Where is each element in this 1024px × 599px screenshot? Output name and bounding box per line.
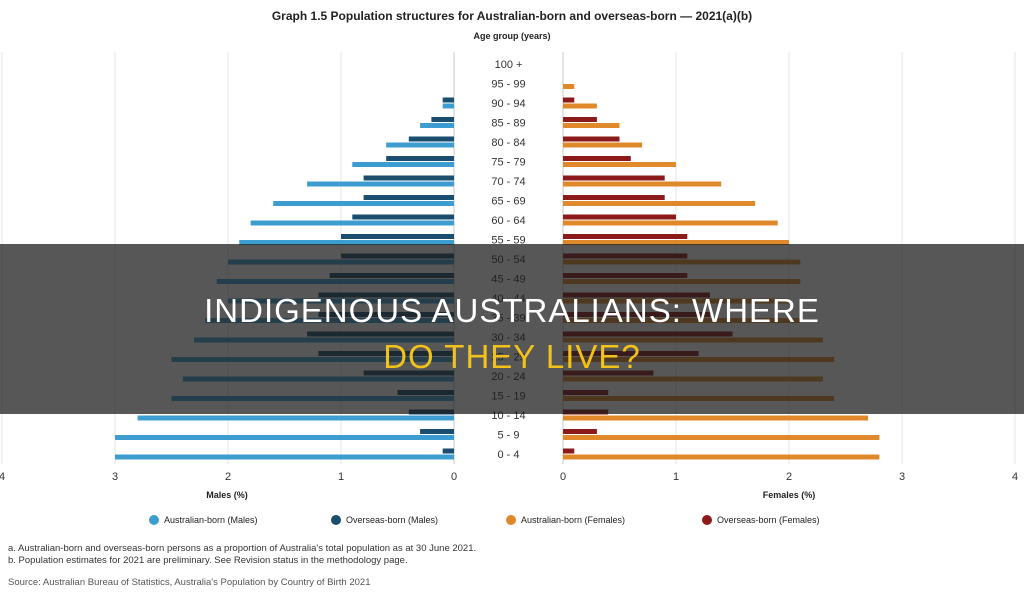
bar-overseas-born-females-0-4	[563, 448, 575, 454]
bar-australian-born-males-65-69	[273, 201, 454, 206]
legend-label-overseas-born-females: Overseas-born (Females)	[717, 515, 820, 525]
bar-overseas-born-females-70-74	[563, 175, 665, 181]
x-axis-ticks: 4 3 2 1 0 0 1 2 3 4	[0, 471, 1018, 483]
legend-label-australian-born-males: Australian-born (Males)	[164, 515, 258, 525]
bar-australian-born-females-60-64	[563, 220, 778, 226]
tick-left-3: 3	[112, 471, 118, 483]
bar-overseas-born-females-65-69	[563, 195, 665, 200]
bar-australian-born-females-10-14	[563, 415, 869, 421]
age-label-55-59: 55 - 59	[491, 235, 525, 247]
legend: Australian-born (Males) Overseas-born (Ma…	[149, 515, 820, 525]
bar-australian-born-males-5-9	[115, 435, 454, 440]
age-label-65-69: 65 - 69	[491, 196, 525, 208]
bar-overseas-born-males-70-74	[363, 175, 454, 181]
age-label-60-64: 60 - 64	[491, 215, 525, 227]
bar-australian-born-females-75-79	[563, 162, 676, 167]
bar-australian-born-females-70-74	[563, 181, 722, 187]
bar-overseas-born-females-75-79	[563, 156, 631, 161]
source-note: Source: Australian Bureau of Statistics,…	[8, 577, 371, 588]
tick-right-0: 0	[560, 471, 566, 483]
bar-australian-born-females-55-59	[563, 240, 789, 245]
bar-overseas-born-males-0-4	[442, 448, 454, 454]
tick-right-1: 1	[673, 471, 679, 483]
age-label-100: 100 +	[495, 59, 523, 71]
tick-left-4: 4	[0, 471, 5, 483]
bar-australian-born-females-80-84	[563, 142, 643, 148]
bar-overseas-born-females-55-59	[563, 234, 688, 239]
age-label-80-84: 80 - 84	[491, 137, 525, 149]
bar-australian-born-females-0-4	[563, 454, 880, 460]
bar-australian-born-females-65-69	[563, 201, 756, 206]
bar-australian-born-males-85-89	[420, 123, 454, 128]
females-axis-title: Females (%)	[763, 490, 816, 500]
title-banner	[0, 244, 1024, 414]
banner-title-line-1: INDIGENOUS AUSTRALIANS: WHERE	[204, 292, 820, 329]
bar-overseas-born-females-85-89	[563, 117, 597, 122]
age-label-85-89: 85 - 89	[491, 118, 525, 130]
bar-overseas-born-females-5-9	[563, 429, 597, 434]
footnote-b: b. Population estimates for 2021 are pre…	[8, 555, 408, 566]
bar-australian-born-males-10-14	[137, 415, 454, 421]
tick-left-2: 2	[225, 471, 231, 483]
footnote-a: a. Australian-born and overseas-born per…	[8, 543, 477, 554]
age-label-70-74: 70 - 74	[491, 176, 525, 188]
age-label-5-9: 5 - 9	[497, 430, 519, 442]
bar-australian-born-females-85-89	[563, 123, 620, 128]
bar-overseas-born-males-85-89	[431, 117, 454, 122]
banner-title-line-2: DO THEY LIVE?	[383, 338, 641, 375]
bar-overseas-born-males-80-84	[408, 136, 454, 142]
bar-australian-born-males-0-4	[115, 454, 454, 460]
age-label-0-4: 0 - 4	[497, 449, 519, 461]
age-label-90-94: 90 - 94	[491, 98, 525, 110]
bar-australian-born-females-90-94	[563, 103, 597, 109]
age-label-75-79: 75 - 79	[491, 157, 525, 169]
bar-australian-born-males-70-74	[307, 181, 454, 187]
tick-left-1: 1	[338, 471, 344, 483]
tick-right-2: 2	[786, 471, 792, 483]
bar-overseas-born-females-80-84	[563, 136, 620, 142]
bar-overseas-born-males-65-69	[363, 195, 454, 200]
bar-overseas-born-males-90-94	[442, 97, 454, 103]
bar-australian-born-females-5-9	[563, 435, 880, 440]
legend-swatch-australian-born-females	[506, 515, 516, 525]
legend-swatch-australian-born-males	[149, 515, 159, 525]
bar-australian-born-males-60-64	[250, 220, 454, 226]
bar-australian-born-females-95-99	[563, 84, 575, 89]
age-group-axis-title: Age group (years)	[473, 31, 550, 41]
bar-overseas-born-males-5-9	[420, 429, 454, 434]
legend-label-overseas-born-males: Overseas-born (Males)	[346, 515, 438, 525]
bar-overseas-born-females-90-94	[563, 97, 575, 103]
males-axis-title: Males (%)	[206, 490, 248, 500]
legend-swatch-overseas-born-males	[331, 515, 341, 525]
bar-australian-born-males-90-94	[442, 103, 454, 109]
bar-australian-born-males-55-59	[239, 240, 454, 245]
chart-title: Graph 1.5 Population structures for Aust…	[272, 9, 752, 23]
age-label-95-99: 95 - 99	[491, 79, 525, 91]
tick-left-0: 0	[451, 471, 457, 483]
bar-overseas-born-females-60-64	[563, 214, 676, 220]
legend-label-australian-born-females: Australian-born (Females)	[521, 515, 625, 525]
bar-overseas-born-males-60-64	[352, 214, 454, 220]
bar-australian-born-males-75-79	[352, 162, 454, 167]
bar-australian-born-males-80-84	[386, 142, 454, 148]
bar-overseas-born-males-55-59	[341, 234, 454, 239]
tick-right-3: 3	[899, 471, 905, 483]
tick-right-4: 4	[1012, 471, 1018, 483]
bar-overseas-born-males-75-79	[386, 156, 454, 161]
legend-swatch-overseas-born-females	[702, 515, 712, 525]
